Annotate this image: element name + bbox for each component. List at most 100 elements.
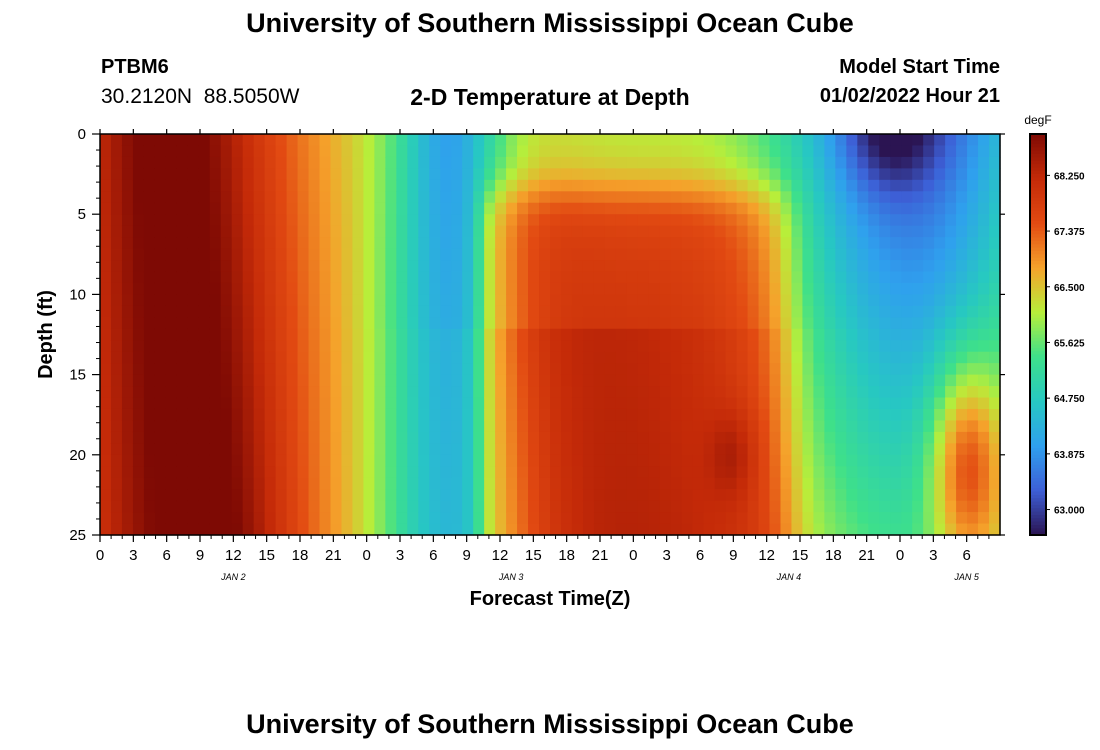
heatmap-cell: [835, 454, 847, 467]
colorbar-segment: [1030, 334, 1046, 339]
heatmap-cell: [242, 134, 255, 147]
heatmap-cell: [440, 317, 452, 330]
heatmap-cell: [143, 328, 156, 341]
heatmap-cell: [110, 271, 123, 284]
heatmap-cell: [100, 489, 112, 502]
heatmap-cell: [341, 512, 354, 525]
heatmap-cell: [187, 374, 200, 387]
heatmap-cell: [879, 386, 891, 399]
heatmap-cell: [835, 202, 847, 215]
heatmap-cell: [330, 386, 343, 399]
heatmap-cell: [385, 397, 397, 410]
heatmap-cell: [495, 271, 507, 284]
heatmap-cell: [747, 214, 760, 227]
heatmap-cell: [626, 305, 639, 318]
heatmap-cell: [857, 271, 869, 284]
heatmap-cell: [121, 386, 134, 399]
heatmap-cell: [264, 363, 277, 376]
heatmap-cell: [725, 179, 738, 192]
heatmap-cell: [528, 260, 540, 273]
heatmap-cell: [945, 420, 957, 433]
heatmap-cell: [319, 466, 332, 479]
heatmap-cell: [143, 386, 156, 399]
heatmap-cell: [264, 466, 277, 479]
heatmap-cell: [209, 202, 222, 215]
heatmap-cell: [791, 214, 804, 227]
heatmap-cell: [560, 477, 573, 490]
heatmap-cell: [747, 225, 760, 238]
heatmap-cell: [989, 477, 1001, 490]
heatmap-cell: [967, 271, 979, 284]
heatmap-cell: [176, 408, 189, 422]
heatmap-cell: [846, 408, 858, 422]
heatmap-cell: [582, 466, 595, 479]
heatmap-cell: [692, 156, 705, 169]
heatmap-cell: [462, 225, 474, 238]
heatmap-cell: [198, 145, 211, 158]
heatmap-cell: [451, 305, 463, 318]
heatmap-cell: [615, 191, 628, 204]
heatmap-cell: [341, 225, 354, 238]
heatmap-cell: [791, 168, 804, 181]
heatmap-cell: [385, 489, 397, 502]
heatmap-cell: [769, 225, 782, 238]
heatmap-cell: [934, 431, 946, 444]
colorbar-frame: [1029, 133, 1047, 536]
heatmap-cell: [879, 134, 891, 147]
heatmap-cell: [956, 282, 968, 295]
heatmap-cell: [341, 466, 354, 479]
heatmap-cell: [824, 179, 836, 192]
heatmap-cell: [187, 305, 200, 318]
heatmap-cell: [978, 397, 990, 410]
heatmap-cell: [681, 202, 694, 215]
heatmap-cell: [967, 179, 979, 192]
heatmap-cell: [363, 374, 375, 387]
heatmap-cell: [604, 179, 617, 192]
heatmap-cell: [758, 134, 771, 147]
heatmap-cell: [978, 363, 990, 376]
heatmap-cell: [615, 386, 628, 399]
colorbar-segment: [1030, 404, 1046, 409]
heatmap-cell: [582, 523, 595, 536]
heatmap-cell: [758, 328, 771, 341]
heatmap-cell: [319, 225, 332, 238]
heatmap-cell: [879, 477, 891, 490]
heatmap-cell: [100, 134, 112, 147]
heatmap-cell: [462, 191, 474, 204]
heatmap-cell: [308, 454, 321, 467]
heatmap-cell: [824, 351, 836, 364]
heatmap-cell: [154, 408, 167, 422]
heatmap-cell: [714, 282, 727, 295]
heatmap-cell: [714, 260, 727, 273]
heatmap-cell: [143, 523, 156, 536]
heatmap-cell: [659, 248, 672, 261]
heatmap-cell: [187, 214, 200, 227]
heatmap-cell: [187, 260, 200, 273]
heatmap-cell: [319, 328, 332, 341]
heatmap-cell: [539, 340, 551, 353]
heatmap-cell: [923, 214, 935, 227]
heatmap-cell: [747, 260, 760, 273]
heatmap-cell: [670, 397, 683, 410]
heatmap-cell: [560, 282, 573, 295]
heatmap-cell: [374, 179, 386, 192]
heatmap-cell: [923, 294, 935, 307]
heatmap-cell: [769, 260, 782, 273]
heatmap-cell: [539, 282, 551, 295]
heatmap-cell: [769, 489, 782, 502]
heatmap-cell: [242, 317, 255, 330]
heatmap-cell: [890, 512, 902, 525]
heatmap-cell: [626, 477, 639, 490]
heatmap-cell: [374, 477, 386, 490]
colorbar-segment: [1030, 237, 1046, 242]
heatmap-cell: [396, 248, 408, 261]
heatmap-cell: [275, 374, 288, 387]
heatmap-cell: [330, 237, 343, 250]
heatmap-cell: [308, 191, 321, 204]
heatmap-cell: [242, 191, 255, 204]
heatmap-cell: [648, 351, 661, 364]
heatmap-cell: [593, 477, 606, 490]
heatmap-cell: [231, 397, 244, 410]
heatmap-cell: [352, 386, 365, 399]
heatmap-cell: [967, 523, 979, 536]
